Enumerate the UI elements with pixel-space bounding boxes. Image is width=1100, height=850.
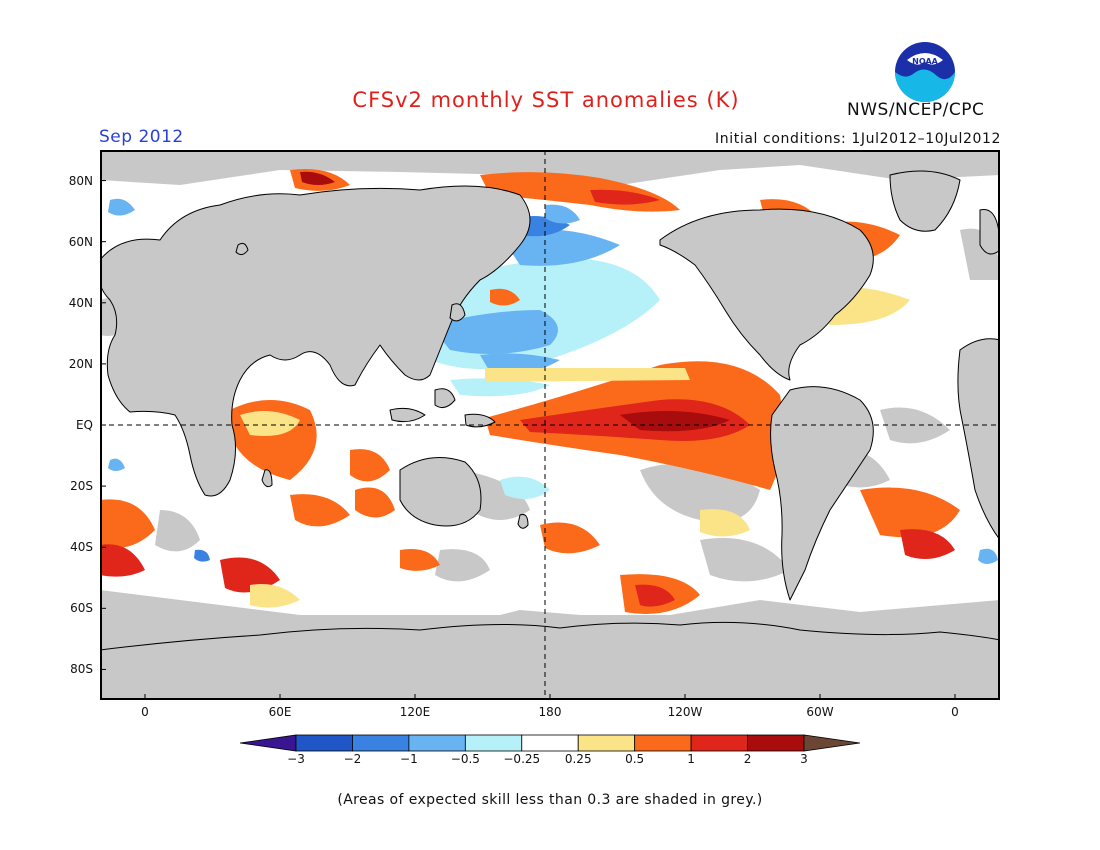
initial-conditions: Initial conditions: 1Jul2012–10Jul2012 bbox=[715, 131, 1001, 147]
map-title: CFSv2 monthly SST anomalies (K) bbox=[0, 88, 1100, 112]
land-australia bbox=[399, 457, 482, 527]
colorbar-tick-label: −1 bbox=[400, 752, 418, 766]
colorbar-tick-label: −0.5 bbox=[450, 752, 480, 766]
land-masses bbox=[100, 170, 1000, 700]
latitude-tick-label: 80S bbox=[70, 662, 93, 677]
latitude-tick-label: 20S bbox=[70, 479, 93, 494]
map-ticks bbox=[100, 180, 956, 700]
colorbar-tick-label: 0.25 bbox=[564, 752, 592, 766]
colorbar-swatch bbox=[464, 734, 523, 752]
sst-anomaly-map bbox=[100, 150, 1000, 700]
longitude-tick-label: 0 bbox=[951, 705, 959, 719]
colorbar-swatch bbox=[408, 734, 466, 752]
latitude-tick-label: 40N bbox=[68, 295, 93, 310]
land-borneo bbox=[434, 388, 456, 409]
colorbar bbox=[240, 734, 860, 752]
colorbar-tick-label: 3 bbox=[800, 752, 808, 766]
colorbar-swatch bbox=[747, 734, 805, 752]
latitude-tick-label: EQ bbox=[75, 418, 93, 432]
land-greenland bbox=[889, 170, 961, 232]
colorbar-swatch bbox=[690, 734, 748, 752]
longitude-tick-label: 0 bbox=[141, 705, 149, 719]
colorbar-swatch bbox=[295, 734, 353, 752]
colorbar-swatch bbox=[521, 734, 579, 752]
agency-label: NWS/NCEP/CPC bbox=[847, 100, 985, 120]
land-eurasia-africa bbox=[100, 185, 531, 497]
map-title-text: CFSv2 monthly SST anomalies (K) bbox=[352, 88, 740, 112]
land-new-guinea bbox=[464, 413, 496, 428]
positive-anomalies bbox=[100, 169, 960, 614]
longitude-tick-label: 120W bbox=[667, 705, 703, 719]
land-new-zealand bbox=[517, 514, 529, 529]
land-indonesia bbox=[389, 407, 426, 423]
land-madagascar bbox=[261, 469, 273, 488]
noaa-logo-text: NOAA bbox=[912, 57, 938, 66]
latitude-tick-label: 20N bbox=[68, 356, 93, 371]
land-africa-wrap bbox=[957, 338, 1000, 541]
land-uk bbox=[235, 242, 249, 256]
latitude-tick-label: 60N bbox=[68, 234, 93, 249]
colorbar-tick-label: −2 bbox=[343, 752, 362, 766]
noaa-logo: NOAA bbox=[894, 41, 956, 103]
land-antarctica bbox=[100, 621, 1000, 700]
latitude-tick-label: 80N bbox=[68, 173, 93, 188]
colorbar-max-arrow bbox=[803, 734, 860, 752]
land-south-america bbox=[770, 386, 874, 601]
longitude-tick-label: 180 bbox=[538, 705, 562, 719]
longitude-tick-label: 60W bbox=[806, 705, 834, 719]
skill-footnote: (Areas of expected skill less than 0.3 a… bbox=[337, 792, 763, 808]
longitude-tick-label: 120E bbox=[399, 705, 431, 719]
land-north-america bbox=[659, 208, 874, 381]
latitude-tick-label: 40S bbox=[70, 540, 93, 555]
colorbar-tick-label: −3 bbox=[287, 752, 305, 766]
latitude-tick-label: 60S bbox=[70, 601, 93, 616]
colorbar-swatch bbox=[577, 734, 636, 752]
colorbar-tick-label: 1 bbox=[687, 752, 695, 766]
colorbar-tick-label: −0.25 bbox=[503, 752, 541, 766]
longitude-tick-label: 60E bbox=[268, 705, 292, 719]
colorbar-tick-label: 0.5 bbox=[625, 752, 645, 766]
colorbar-min-arrow bbox=[240, 734, 297, 752]
colorbar-tick-label: 2 bbox=[743, 752, 752, 766]
colorbar-swatch bbox=[352, 734, 410, 752]
colorbar-swatch bbox=[634, 734, 692, 752]
land-japan bbox=[449, 303, 466, 322]
forecast-month: Sep 2012 bbox=[99, 127, 184, 147]
